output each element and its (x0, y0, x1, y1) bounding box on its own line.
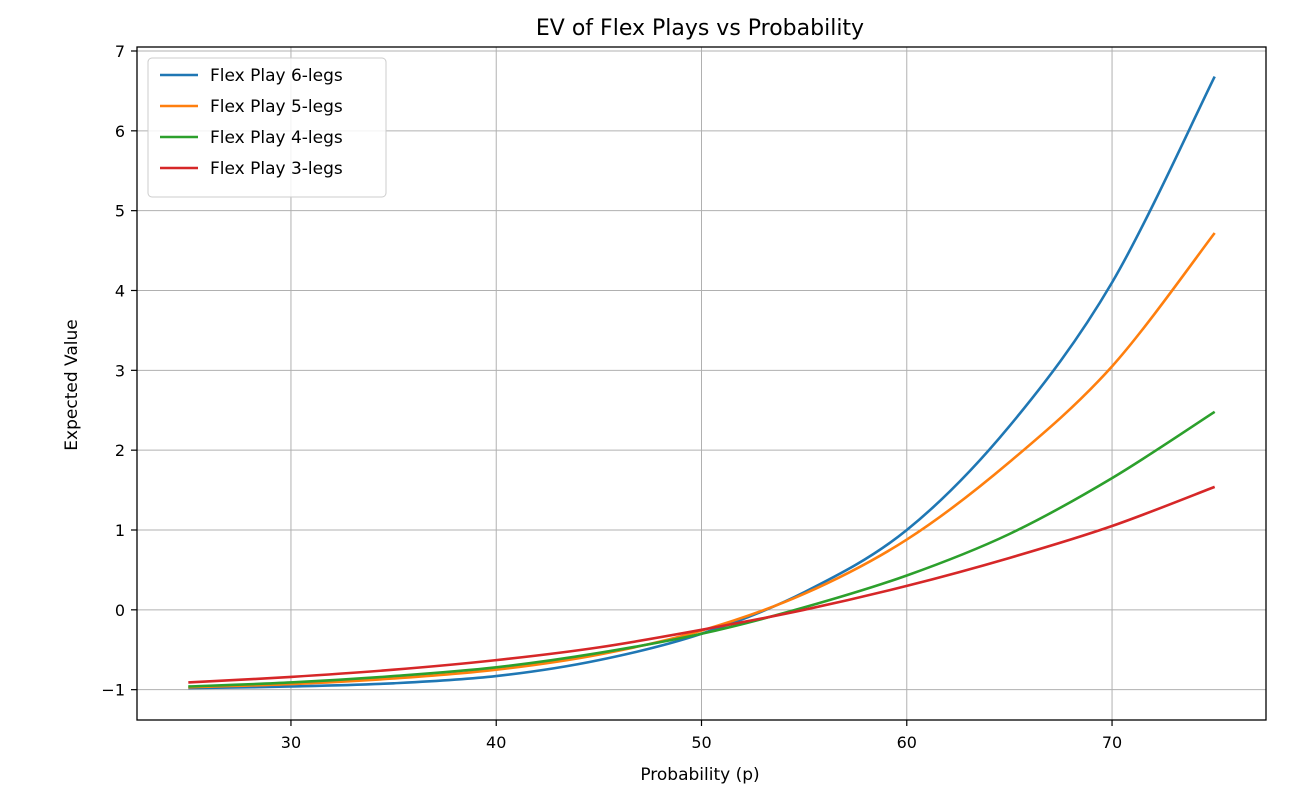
x-tick-label: 40 (486, 733, 506, 752)
y-tick-label: 4 (115, 281, 125, 300)
y-tick-label: 3 (115, 361, 125, 380)
legend-label: Flex Play 5-legs (210, 97, 343, 117)
y-axis-label: Expected Value (62, 319, 82, 450)
axis-ticks: 30 40 50 60 70 −1 0 1 2 3 4 5 6 7 (101, 42, 1122, 752)
legend-label: Flex Play 4-legs (210, 128, 343, 148)
x-tick-label: 60 (897, 733, 917, 752)
grid (137, 47, 1266, 720)
x-tick-label: 30 (281, 733, 301, 752)
chart-title: EV of Flex Plays vs Probability (536, 16, 864, 41)
series-line-3 (188, 410, 1216, 688)
x-tick-label: 50 (691, 733, 711, 752)
legend-label: Flex Play 6-legs (210, 66, 343, 86)
x-tick-label: 70 (1102, 733, 1122, 752)
y-tick-label: 1 (115, 521, 125, 540)
y-tick-label: 2 (115, 441, 125, 460)
series-line-4 (188, 485, 1216, 684)
series-lines (188, 75, 1216, 690)
series-line-1 (188, 75, 1216, 690)
legend-box (147, 57, 387, 198)
legend: Flex Play 6-legs Flex Play 5-legs Flex Pla… (147, 57, 387, 198)
x-axis-label: Probability (p) (640, 765, 759, 785)
legend-label: Flex Play 3-legs (210, 159, 343, 179)
y-tick-label: 5 (115, 202, 125, 221)
y-tick-label: 6 (115, 122, 125, 141)
y-tick-label: 0 (115, 601, 125, 620)
y-tick-label: 7 (115, 42, 125, 61)
y-tick-label: −1 (101, 681, 125, 700)
